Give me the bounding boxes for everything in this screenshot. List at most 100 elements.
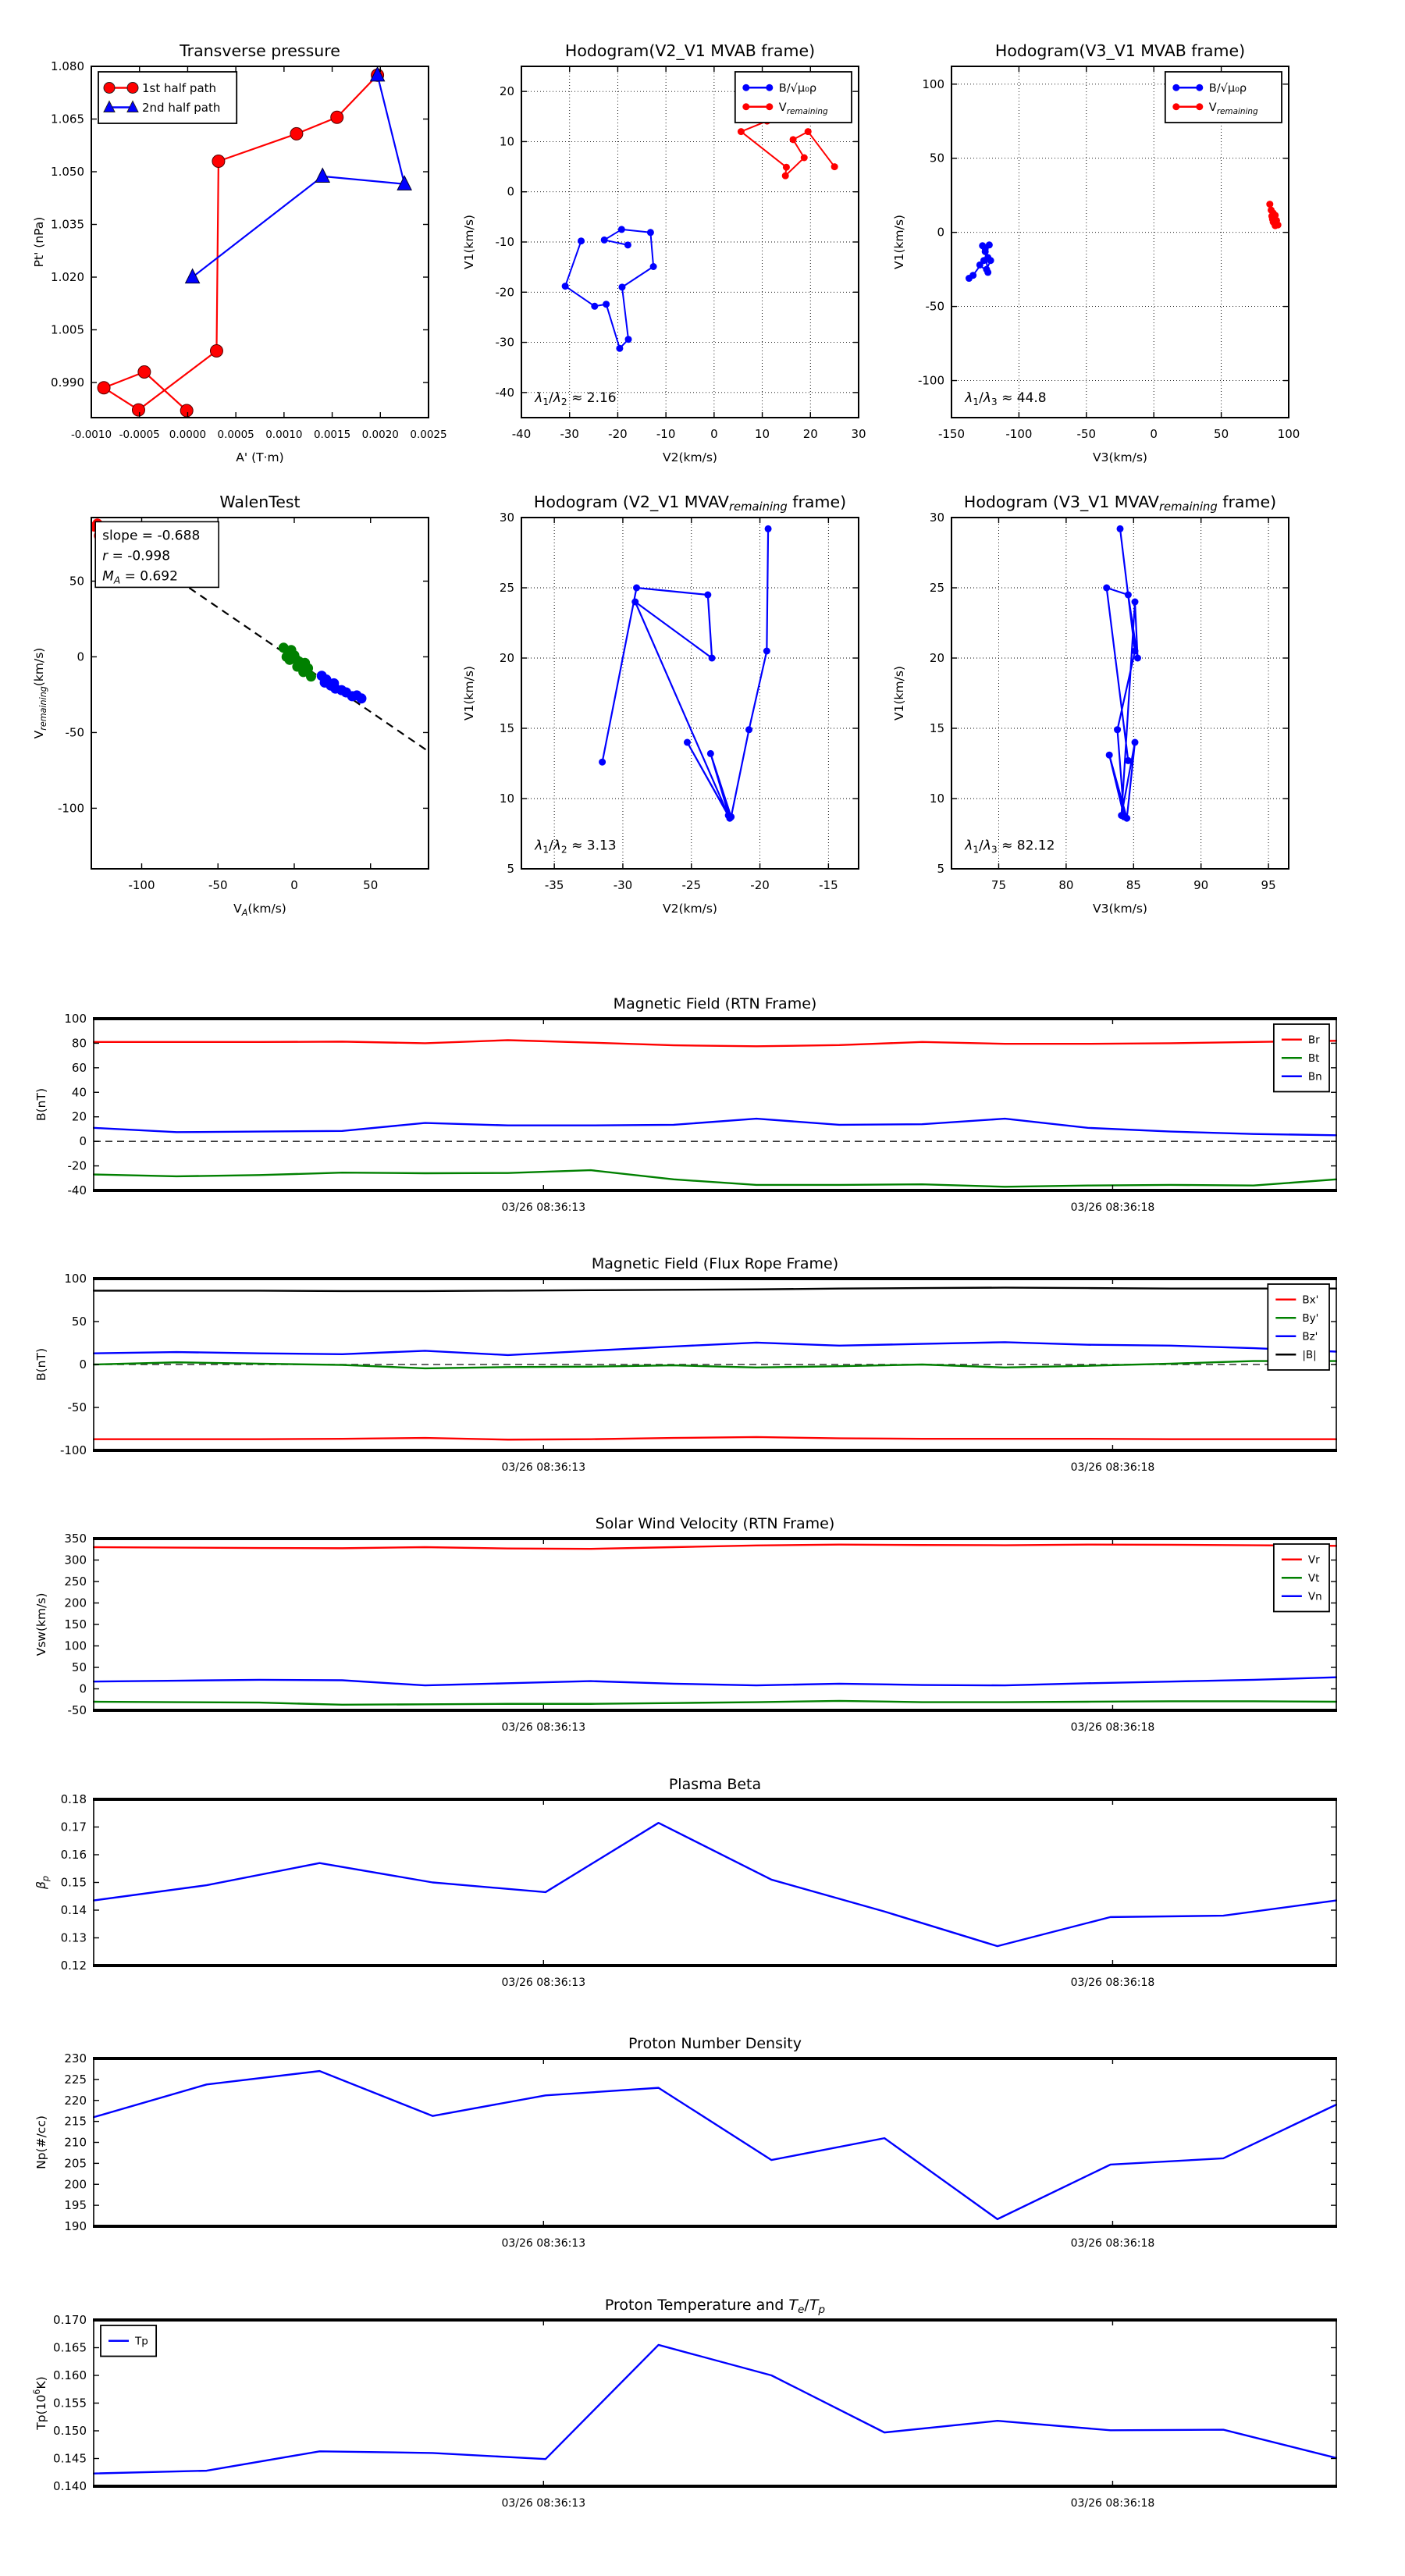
svg-text:0: 0 [76, 649, 84, 664]
svg-text:Hodogram(V2_V1 MVAB frame): Hodogram(V2_V1 MVAB frame) [565, 41, 815, 61]
svg-text:2nd half path: 2nd half path [142, 101, 220, 115]
proton-temperature-plot: 03/26 08:36:13 03/26 08:36:18 0.140 0.145 0.… [16, 2281, 1368, 2549]
svg-text:Br: Br [1308, 1034, 1320, 1047]
svg-text:Solar Wind Velocity (RTN Frame: Solar Wind Velocity (RTN Frame) [596, 1515, 835, 1532]
svg-text:V3(km/s): V3(km/s) [1093, 902, 1147, 916]
svg-text:WalenTest: WalenTest [219, 493, 300, 511]
svg-text:220: 220 [64, 2094, 87, 2108]
svg-text:10: 10 [500, 792, 514, 806]
svg-text:B/√μ₀ρ: B/√μ₀ρ [1209, 82, 1247, 94]
svg-text:50: 50 [72, 1315, 87, 1329]
svg-text:03/26 08:36:13: 03/26 08:36:13 [501, 1721, 585, 1734]
svg-text:VA​(km/s): VA​(km/s) [233, 902, 286, 918]
hodogram-v2v1-mvab-svg: -40 -30 -20 -10 0 10 20 30 20 10 0 -10 -20 -30 -40 Hodo… [462, 41, 866, 464]
svg-text:0.0005: 0.0005 [218, 429, 254, 441]
svg-text:0.12: 0.12 [61, 1959, 87, 1973]
hodogram-v3v1-mvav-svg: 75 80 85 90 95 5 10 15 20 25 30 Hodogram (V3_V1 MVA… [892, 493, 1289, 916]
svg-text:0.990: 0.990 [51, 375, 84, 390]
svg-text:25: 25 [500, 581, 514, 595]
proton-temperature-svg: 03/26 08:36:13 03/26 08:36:18 0.140 0.145 0.… [32, 2297, 1337, 2510]
svg-text:80: 80 [1058, 878, 1073, 892]
svg-text:Plasma Beta: Plasma Beta [669, 1776, 761, 1793]
svg-text:85: 85 [1126, 878, 1141, 892]
svg-text:03/26 08:36:18: 03/26 08:36:18 [1071, 2237, 1155, 2250]
svg-text:Vremaining​(km/s): Vremaining​(km/s) [32, 648, 48, 739]
svg-text:1.035: 1.035 [51, 218, 84, 232]
svg-text:75: 75 [991, 878, 1006, 892]
svg-text:-20: -20 [750, 878, 770, 892]
svg-text:-30: -30 [496, 336, 515, 350]
svg-text:30: 30 [930, 511, 944, 525]
svg-text:Vn: Vn [1308, 1591, 1322, 1603]
svg-text:1.065: 1.065 [51, 112, 84, 126]
svg-text:βp​: βp​ [34, 1876, 51, 1890]
mag-field-flux-rope-plot: 03/26 08:36:13 03/26 08:36:18 -100 -50 0 50 10… [16, 1240, 1368, 1513]
svg-text:0.0010: 0.0010 [265, 429, 302, 441]
svg-text:0.0020: 0.0020 [362, 429, 399, 441]
svg-text:03/26 08:36:13: 03/26 08:36:13 [501, 1461, 585, 1474]
svg-text:1.020: 1.020 [51, 270, 84, 284]
svg-text:0.13: 0.13 [61, 1931, 87, 1945]
svg-text:0.150: 0.150 [53, 2424, 87, 2438]
svg-text:03/26 08:36:18: 03/26 08:36:18 [1071, 1201, 1155, 1214]
walen-test-svg: -100 -50 0 50 50 0 -50 -100 WalenTest VA​(km/s) Vr… [32, 493, 429, 918]
svg-text:90: 90 [1193, 878, 1208, 892]
svg-text:Bt: Bt [1308, 1052, 1320, 1065]
svg-text:Vremaining​: Vremaining​ [779, 101, 828, 116]
svg-text:1.005: 1.005 [51, 323, 84, 337]
svg-text:r = -0.998: r = -0.998 [102, 548, 170, 564]
svg-text:0.170: 0.170 [53, 2313, 87, 2327]
svg-text:80: 80 [72, 1036, 87, 1050]
mag-field-rtn-svg: 03/26 08:36:13 03/26 08:36:18 -40 -20 0 20 40 6… [34, 995, 1337, 1214]
svg-text:-20: -20 [68, 1159, 87, 1173]
svg-text:200: 200 [64, 1596, 87, 1610]
plasma-beta-plot: 03/26 08:36:13 03/26 08:36:18 0.12 0.13 0.14… [16, 1760, 1368, 2028]
svg-text:V2(km/s): V2(km/s) [663, 902, 717, 916]
svg-text:225: 225 [64, 2073, 87, 2087]
svg-text:-20: -20 [608, 427, 628, 441]
svg-text:0.165: 0.165 [53, 2341, 87, 2355]
svg-text:-100: -100 [60, 1443, 87, 1457]
svg-text:5: 5 [507, 862, 514, 876]
svg-text:Bz': Bz' [1302, 1331, 1318, 1343]
walen-test-plot: -100 -50 0 50 50 0 -50 -100 WalenTest VA​(km/s) Vr… [13, 479, 460, 931]
solar-wind-velocity-plot: 03/26 08:36:13 03/26 08:36:18 -50 0 50 100 150… [16, 1500, 1368, 1773]
svg-text:0.0015: 0.0015 [314, 429, 350, 441]
svg-text:λ1​/λ3​ ≈ 82.12: λ1​/λ3​ ≈ 82.12 [964, 838, 1055, 855]
svg-text:Magnetic Field (Flux Rope Fram: Magnetic Field (Flux Rope Frame) [592, 1255, 838, 1272]
mag-field-flux-rope-svg: 03/26 08:36:13 03/26 08:36:18 -100 -50 0 50 10… [34, 1255, 1337, 1474]
svg-text:-100: -100 [1005, 427, 1032, 441]
svg-text:-100: -100 [58, 801, 84, 815]
svg-text:-50: -50 [68, 1703, 87, 1717]
svg-text:V1(km/s): V1(km/s) [462, 666, 476, 720]
svg-text:20: 20 [930, 651, 944, 665]
svg-text:30: 30 [500, 511, 514, 525]
svg-text:λ1​/λ3​ ≈ 44.8: λ1​/λ3​ ≈ 44.8 [964, 390, 1046, 407]
svg-text:Bx': Bx' [1302, 1294, 1318, 1307]
svg-text:100: 100 [922, 77, 944, 91]
transverse-pressure-plot: -0.0010 -0.0005 0.0000 0.0005 0.0010 0.0015 0.… [13, 27, 460, 480]
svg-text:0.0025: 0.0025 [410, 429, 446, 441]
svg-text:Transverse pressure: Transverse pressure [179, 41, 340, 60]
svg-text:-25: -25 [682, 878, 702, 892]
svg-text:03/26 08:36:18: 03/26 08:36:18 [1071, 1461, 1155, 1474]
svg-text:-0.0005: -0.0005 [119, 429, 160, 441]
svg-text:1st half path: 1st half path [142, 81, 216, 95]
svg-text:60: 60 [72, 1061, 87, 1075]
svg-text:0.140: 0.140 [53, 2479, 87, 2493]
svg-text:slope = -0.688: slope = -0.688 [102, 528, 200, 543]
svg-text:10: 10 [755, 427, 770, 441]
svg-text:50: 50 [69, 574, 84, 588]
svg-text:B(nT): B(nT) [34, 1088, 48, 1121]
svg-text:100: 100 [64, 1639, 87, 1653]
svg-text:1.080: 1.080 [51, 59, 84, 73]
svg-text:15: 15 [500, 721, 514, 735]
hodogram-v3v1-mvab-plot: -150 -100 -50 0 50 100 100 50 0 -50 -100 Hodogram(V… [873, 27, 1320, 480]
svg-text:Vremaining​: Vremaining​ [1209, 101, 1258, 116]
svg-text:20: 20 [500, 84, 514, 98]
svg-text:V3(km/s): V3(km/s) [1093, 450, 1147, 464]
svg-text:30: 30 [851, 427, 866, 441]
svg-text:Magnetic Field (RTN Frame): Magnetic Field (RTN Frame) [614, 995, 817, 1012]
svg-text:03/26 08:36:13: 03/26 08:36:13 [501, 2237, 585, 2250]
svg-text:5: 5 [937, 862, 944, 876]
